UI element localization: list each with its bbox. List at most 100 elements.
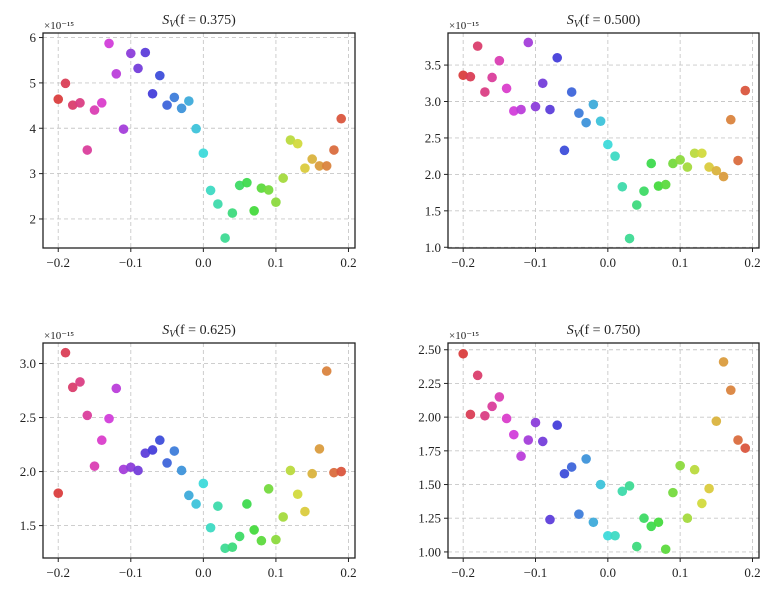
data-point xyxy=(516,104,526,115)
data-point xyxy=(559,468,570,479)
data-point xyxy=(89,105,100,115)
data-point xyxy=(256,183,267,193)
data-point xyxy=(220,543,230,554)
data-point xyxy=(624,233,635,244)
data-point xyxy=(60,347,71,358)
data-point xyxy=(501,83,512,94)
data-point xyxy=(631,541,642,552)
data-point xyxy=(675,460,685,471)
data-point xyxy=(249,525,259,535)
data-point xyxy=(111,69,122,79)
data-point xyxy=(552,420,563,431)
data-point xyxy=(263,484,274,494)
data-point xyxy=(125,48,136,59)
data-point xyxy=(118,464,129,475)
data-point xyxy=(162,458,172,468)
x-tick-label: 0.0 xyxy=(195,255,211,270)
axes-frame xyxy=(447,342,760,559)
data-point xyxy=(147,445,158,455)
data-point xyxy=(321,161,332,171)
x-tick-label: 0.2 xyxy=(744,255,760,270)
data-point xyxy=(660,179,671,190)
data-point xyxy=(191,123,201,134)
x-tick-label: −0.2 xyxy=(451,565,475,580)
y-tick-label: 2.00 xyxy=(418,410,441,425)
data-point xyxy=(523,435,534,445)
subplot-title: SV(f = 0.500) xyxy=(567,13,641,30)
data-point xyxy=(242,499,252,509)
data-point xyxy=(336,466,347,477)
data-point xyxy=(75,377,85,387)
data-point xyxy=(574,108,584,118)
data-point xyxy=(465,71,476,82)
y-tick-label: 2 xyxy=(30,211,37,226)
data-point xyxy=(242,177,252,188)
data-point xyxy=(292,138,303,149)
data-point xyxy=(603,139,613,150)
data-point xyxy=(227,208,238,218)
data-point xyxy=(329,145,339,155)
data-point xyxy=(725,385,736,395)
data-point xyxy=(285,135,296,145)
data-point xyxy=(314,444,325,454)
y-tick-label: 3.5 xyxy=(425,58,441,73)
y-tick-label: 3.0 xyxy=(20,356,36,371)
data-point xyxy=(595,116,606,126)
data-point xyxy=(82,145,93,155)
y-tick-label: 5 xyxy=(30,75,37,90)
axes-frame xyxy=(42,342,356,559)
data-point xyxy=(545,514,555,525)
data-point xyxy=(96,435,107,446)
data-point xyxy=(566,87,577,97)
data-point xyxy=(292,489,303,500)
y-tick-label: 1.5 xyxy=(20,518,36,533)
x-tick-label: 0.1 xyxy=(672,565,688,580)
data-point xyxy=(140,47,151,58)
data-point xyxy=(639,513,649,524)
data-point xyxy=(176,465,187,476)
data-point xyxy=(733,155,743,166)
subplot-3: −0.2 −0.1 0.0 0.1 0.2 1.5 2.0 2.5 3.0 SV(f = 0.62… xyxy=(20,323,357,580)
data-point xyxy=(300,163,310,173)
data-point xyxy=(227,542,238,552)
data-point xyxy=(740,443,751,453)
x-tick-label: 0.2 xyxy=(744,565,760,580)
data-point xyxy=(336,113,347,124)
data-point xyxy=(697,148,707,159)
subplot-title: SV(f = 0.375) xyxy=(162,13,236,30)
data-point xyxy=(559,145,570,156)
data-point xyxy=(205,185,216,196)
y-tick-label: 2.0 xyxy=(20,464,36,479)
data-point xyxy=(581,454,591,464)
data-point xyxy=(631,200,642,210)
data-point xyxy=(530,417,541,428)
x-tick-label: −0.1 xyxy=(119,565,143,580)
data-point xyxy=(660,544,671,555)
data-point xyxy=(653,181,664,191)
y-tick-label: 2.5 xyxy=(20,410,36,425)
x-tick-label: 0.0 xyxy=(195,565,211,580)
data-point xyxy=(711,165,722,176)
data-point xyxy=(205,522,216,533)
data-point xyxy=(111,383,122,394)
data-point xyxy=(682,513,693,524)
data-point xyxy=(733,435,743,445)
data-point xyxy=(668,158,678,169)
data-point xyxy=(487,72,497,83)
data-point xyxy=(213,199,223,209)
subplot-2: −0.2 −0.1 0.0 0.1 0.2 1.0 1.5 2.0 2.5 3.0 3.5 SV(f … xyxy=(425,13,761,270)
data-point xyxy=(60,78,71,89)
data-point xyxy=(213,501,223,511)
data-point xyxy=(552,52,563,63)
data-point xyxy=(89,461,100,471)
data-point xyxy=(176,103,187,114)
data-point xyxy=(67,382,78,393)
y-tick-label: 2.50 xyxy=(418,342,441,357)
y-tick-label: 1.25 xyxy=(418,511,441,526)
x-tick-label: 0.0 xyxy=(600,565,616,580)
data-point xyxy=(509,429,519,440)
data-point xyxy=(480,87,490,97)
data-point xyxy=(321,366,332,376)
axes-frame xyxy=(447,32,760,249)
